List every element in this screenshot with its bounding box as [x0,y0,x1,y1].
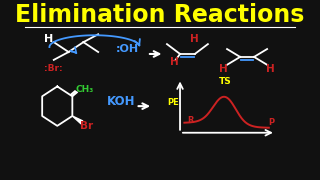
Text: :OH: :OH [115,44,139,54]
Text: H: H [44,34,53,44]
Text: TS: TS [219,77,232,86]
Text: Br: Br [80,121,93,131]
Text: P: P [268,118,275,127]
Text: KOH: KOH [107,95,135,108]
Text: H: H [170,57,178,67]
Text: R: R [187,116,194,125]
Text: :Br:: :Br: [44,64,63,73]
Text: CH₃: CH₃ [76,85,94,94]
Text: Elimination Reactions: Elimination Reactions [15,3,305,27]
Text: H: H [190,34,199,44]
Text: H: H [219,64,228,74]
Text: PE: PE [167,98,179,107]
Polygon shape [72,116,83,124]
Text: H: H [266,64,275,74]
